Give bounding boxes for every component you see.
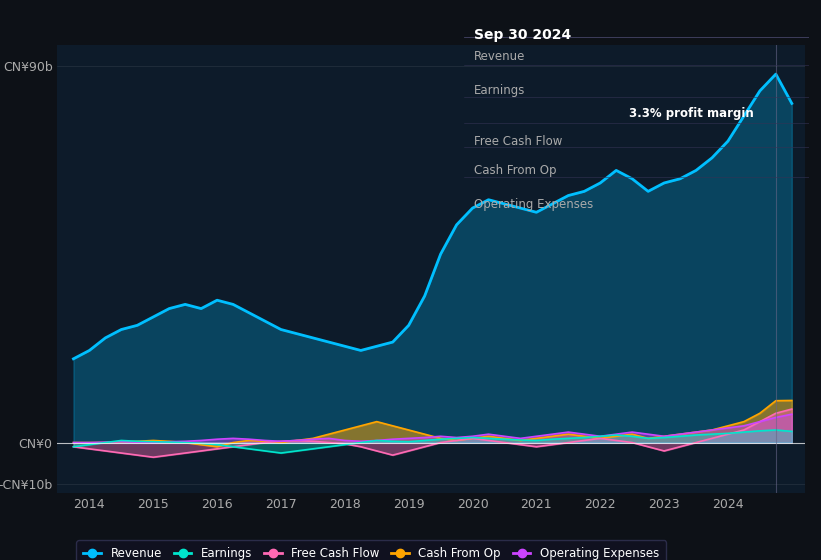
Text: Cash From Op: Cash From Op bbox=[475, 165, 557, 178]
Legend: Revenue, Earnings, Free Cash Flow, Cash From Op, Operating Expenses: Revenue, Earnings, Free Cash Flow, Cash … bbox=[76, 540, 667, 560]
Text: Earnings: Earnings bbox=[475, 83, 525, 96]
Text: Free Cash Flow: Free Cash Flow bbox=[475, 134, 562, 148]
Text: 3.3% profit margin: 3.3% profit margin bbox=[630, 107, 754, 120]
Text: Operating Expenses: Operating Expenses bbox=[475, 198, 594, 212]
Text: Revenue: Revenue bbox=[475, 49, 525, 63]
Text: Sep 30 2024: Sep 30 2024 bbox=[475, 28, 571, 42]
